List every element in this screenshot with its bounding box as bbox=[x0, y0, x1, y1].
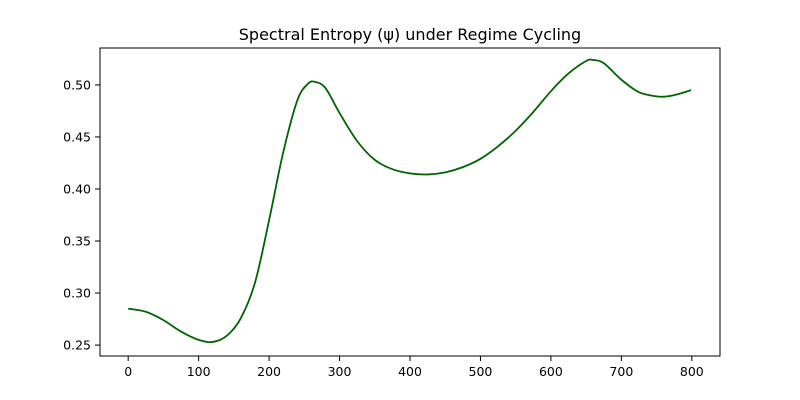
y-tick-label: 0.25 bbox=[63, 338, 91, 353]
y-axis: 0.25 0.30 0.35 0.40 0.45 0.50 bbox=[63, 77, 100, 353]
y-tick-label: 0.30 bbox=[63, 286, 91, 301]
x-tick-label: 100 bbox=[187, 364, 211, 379]
x-axis: 0 100 200 300 400 500 600 700 800 bbox=[124, 356, 704, 379]
x-tick-label: 0 bbox=[124, 364, 132, 379]
chart-title: Spectral Entropy (ψ) under Regime Cyclin… bbox=[239, 25, 581, 44]
x-tick-label: 600 bbox=[539, 364, 563, 379]
x-tick-label: 500 bbox=[469, 364, 493, 379]
series-line bbox=[128, 58, 692, 344]
y-tick-label: 0.45 bbox=[63, 129, 91, 144]
x-tick-label: 800 bbox=[680, 364, 704, 379]
x-tick-label: 300 bbox=[328, 364, 352, 379]
series-layer bbox=[128, 58, 692, 344]
plot-area-frame bbox=[99, 47, 721, 357]
x-tick-label: 200 bbox=[257, 364, 281, 379]
y-tick-label: 0.35 bbox=[63, 234, 91, 249]
x-tick-label: 400 bbox=[398, 364, 422, 379]
y-tick-label: 0.40 bbox=[63, 181, 91, 196]
x-tick-label: 700 bbox=[609, 364, 633, 379]
y-tick-label: 0.50 bbox=[63, 77, 91, 92]
